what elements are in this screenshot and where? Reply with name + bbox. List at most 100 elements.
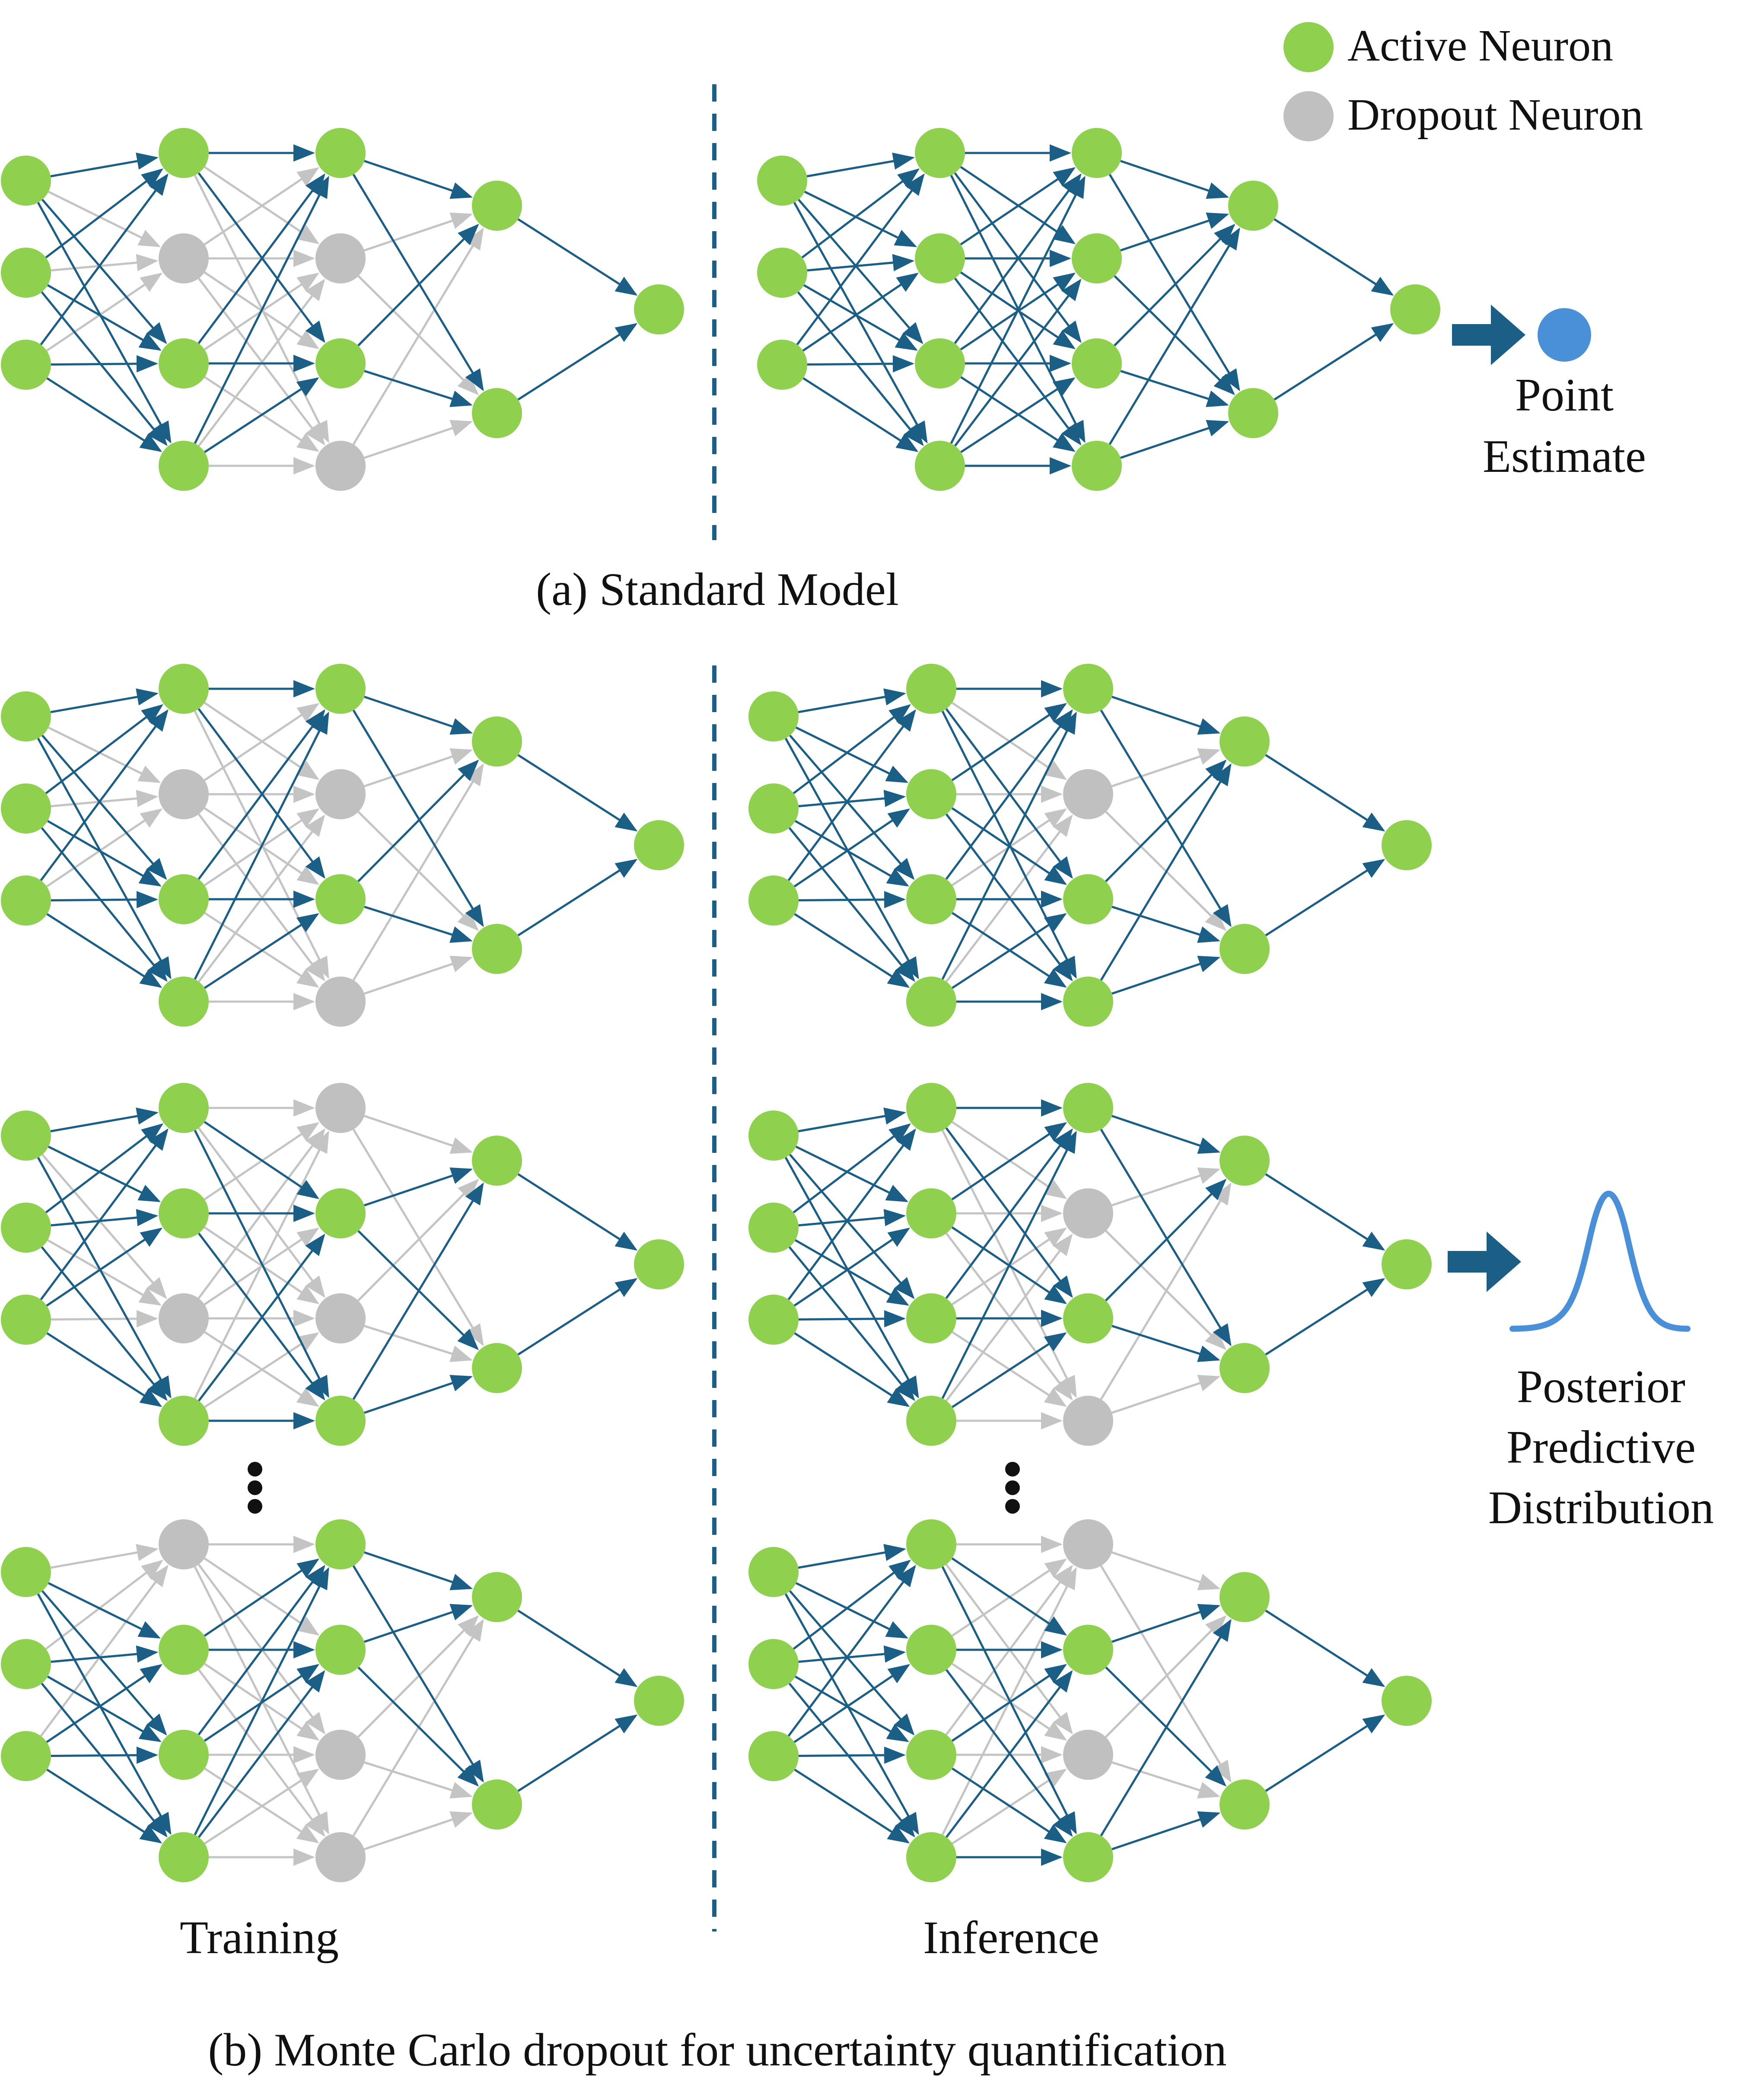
active-connection bbox=[793, 202, 928, 444]
active-neuron bbox=[1382, 1676, 1432, 1726]
active-connection bbox=[1100, 710, 1232, 927]
dropout-connection bbox=[945, 1564, 1073, 1734]
active-neuron bbox=[748, 691, 799, 741]
active-neuron bbox=[748, 1639, 799, 1689]
active-neuron bbox=[748, 1295, 799, 1345]
active-connection bbox=[1111, 955, 1221, 995]
active-connection bbox=[357, 223, 479, 347]
dropout-connection bbox=[204, 167, 320, 245]
active-neuron bbox=[472, 1343, 522, 1393]
network-standard-training bbox=[1, 128, 684, 491]
active-connection bbox=[197, 708, 325, 879]
active-neuron bbox=[906, 977, 956, 1027]
active-neuron bbox=[915, 338, 965, 388]
active-connection bbox=[795, 726, 909, 783]
active-neuron bbox=[1063, 1625, 1113, 1675]
active-connection bbox=[788, 827, 915, 982]
posterior-label-line2: Predictive bbox=[1506, 1422, 1696, 1473]
active-connection bbox=[1274, 218, 1394, 296]
dropout-connection bbox=[364, 1325, 473, 1362]
active-connection bbox=[46, 913, 162, 988]
dropout-neuron bbox=[315, 441, 366, 491]
active-connection bbox=[1111, 906, 1220, 943]
active-connection bbox=[798, 1544, 906, 1569]
active-connection bbox=[50, 1107, 159, 1133]
active-connection bbox=[1274, 323, 1394, 401]
active-connection bbox=[1265, 1714, 1385, 1792]
posterior-arrow bbox=[1448, 1232, 1521, 1292]
active-connection bbox=[787, 709, 916, 881]
active-neuron bbox=[472, 181, 522, 231]
active-neuron bbox=[748, 1547, 799, 1597]
active-connection bbox=[941, 711, 1077, 980]
active-connection bbox=[1105, 1178, 1227, 1302]
active-connection bbox=[517, 1610, 638, 1687]
active-neuron bbox=[315, 1519, 366, 1569]
dropout-connection bbox=[357, 275, 479, 395]
dropout-connection bbox=[952, 1331, 1067, 1407]
dropout-connection bbox=[357, 1615, 479, 1738]
active-connection bbox=[941, 1130, 1077, 1399]
active-connection bbox=[796, 173, 925, 345]
dropout-connection bbox=[204, 1769, 319, 1845]
active-neuron bbox=[159, 874, 209, 924]
active-neuron bbox=[906, 1293, 956, 1343]
dropout-connection bbox=[1100, 1182, 1232, 1400]
network-mc-training-2 bbox=[1, 1083, 684, 1446]
active-connection bbox=[197, 1670, 325, 1838]
active-connection bbox=[51, 1645, 159, 1663]
active-connection bbox=[51, 355, 159, 372]
active-connection bbox=[803, 284, 918, 351]
active-connection bbox=[517, 218, 638, 296]
dropout-connection bbox=[204, 1767, 319, 1843]
dropout-connection bbox=[1111, 748, 1221, 787]
active-connection bbox=[794, 1769, 910, 1844]
dropout-connection bbox=[47, 1239, 162, 1306]
active-connection bbox=[204, 1121, 320, 1200]
active-connection bbox=[795, 1146, 909, 1202]
active-neuron bbox=[906, 664, 956, 714]
active-connection bbox=[951, 703, 1067, 781]
active-connection bbox=[787, 1128, 916, 1300]
active-connection bbox=[364, 1551, 473, 1591]
dropout-neuron bbox=[1063, 1396, 1113, 1446]
dropout-connection bbox=[364, 748, 473, 787]
dropout-connection bbox=[204, 376, 319, 452]
active-connection bbox=[46, 377, 162, 452]
active-connection bbox=[364, 1375, 473, 1414]
dropout-connection bbox=[1105, 1230, 1227, 1350]
active-neuron bbox=[315, 1625, 366, 1675]
active-neuron bbox=[159, 1083, 209, 1133]
active-connection bbox=[197, 172, 325, 343]
active-connection bbox=[1265, 754, 1385, 832]
active-connection bbox=[204, 377, 319, 453]
active-connection bbox=[51, 1746, 159, 1764]
active-connection bbox=[197, 173, 325, 344]
active-connection bbox=[1114, 275, 1235, 395]
dropout-connection bbox=[50, 1544, 159, 1569]
active-neuron bbox=[1, 1295, 51, 1345]
dropout-neuron bbox=[315, 1083, 366, 1133]
active-connection bbox=[1105, 759, 1227, 882]
active-connection bbox=[357, 759, 479, 882]
active-neuron bbox=[1382, 820, 1432, 870]
active-neuron bbox=[1390, 284, 1440, 334]
active-neuron bbox=[748, 1111, 799, 1161]
active-neuron bbox=[915, 233, 965, 283]
active-connection bbox=[802, 272, 919, 352]
active-connection bbox=[960, 166, 1076, 245]
active-connection bbox=[194, 175, 329, 444]
active-neuron bbox=[906, 769, 956, 819]
active-neuron bbox=[906, 1083, 956, 1133]
active-connection bbox=[204, 913, 319, 989]
active-neuron bbox=[159, 1188, 209, 1238]
active-neuron bbox=[315, 338, 366, 388]
dropout-connection bbox=[204, 1331, 319, 1407]
active-neuron bbox=[315, 1188, 366, 1238]
active-neuron bbox=[748, 783, 799, 834]
active-connection bbox=[1120, 420, 1229, 459]
active-connection bbox=[1120, 212, 1229, 251]
active-neuron bbox=[906, 1519, 956, 1569]
dropout-connection bbox=[197, 813, 325, 981]
network-mc-training-3 bbox=[1, 1519, 684, 1882]
